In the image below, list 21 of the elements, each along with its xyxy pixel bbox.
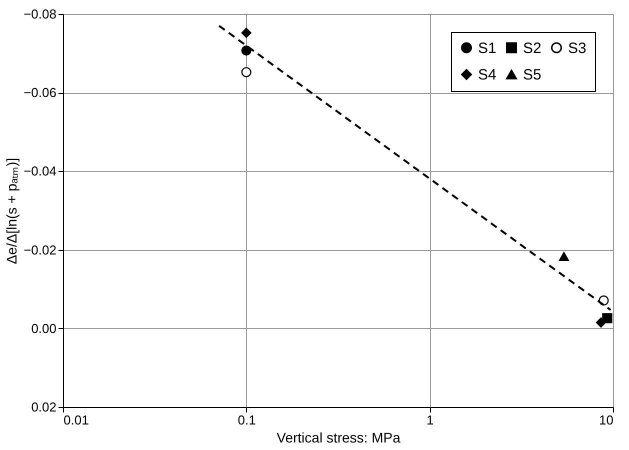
point [241, 28, 252, 38]
legend-label: S2 [523, 40, 542, 57]
x-tick-label: 0.01 [64, 412, 89, 428]
legend-label: S3 [568, 40, 586, 57]
x-tick-label: 1 [426, 412, 434, 428]
x-tick-label: 10 [599, 412, 614, 428]
point [596, 317, 606, 328]
y-tick-label: 0.02 [31, 400, 56, 414]
x-axis-title: Vertical stress: MPa [276, 430, 401, 446]
legend-label: S5 [523, 66, 542, 84]
point [241, 45, 252, 56]
y-tick-label: 0.00 [31, 320, 56, 336]
x-tick-label: 0.1 [238, 412, 256, 428]
y-tick-label: −0.02 [24, 242, 56, 258]
y-tick-label: −0.08 [24, 6, 56, 22]
y-tick-label: −0.06 [24, 85, 56, 100]
y-tick-label: −0.04 [24, 164, 56, 179]
y-axis-title: Δe/Δ[ln(s + pₐₜₘ)] [4, 158, 20, 264]
legend-label: S4 [478, 66, 496, 84]
point [241, 67, 252, 78]
legend-label: S1 [478, 40, 496, 57]
